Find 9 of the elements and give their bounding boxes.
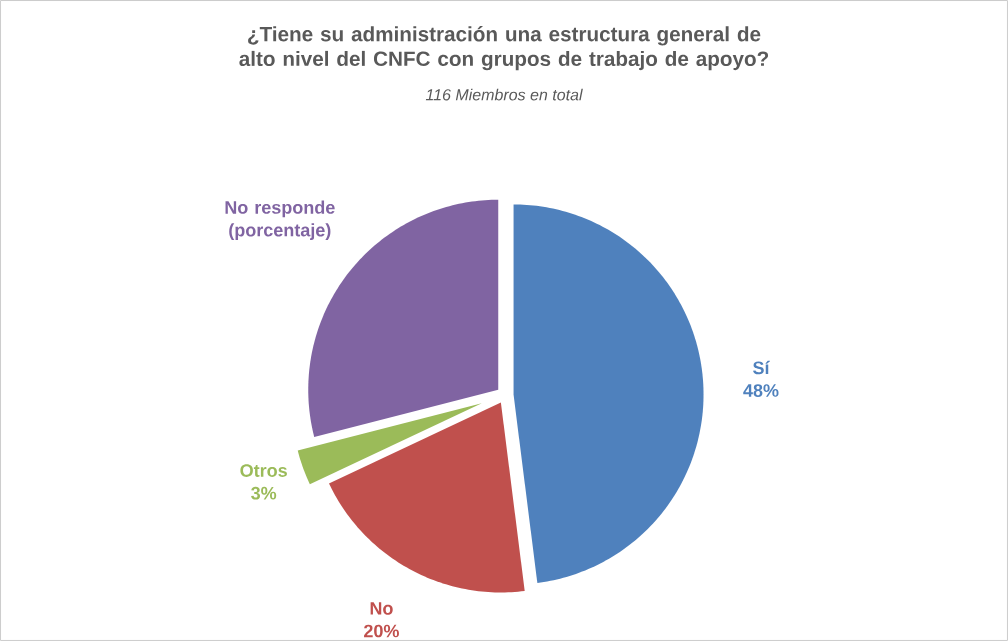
- slice-label: Sí: [753, 360, 770, 375]
- data-label: 20%: [364, 624, 399, 638]
- chart-title: ¿Tiene su administración una estructura general de alto nivel del CNFC con grupos de trabajo de apoyo?: [239, 26, 769, 71]
- chart-subtitle: 116 Miembros en total: [425, 88, 583, 101]
- data-label: 3%: [251, 486, 277, 500]
- slice-label: Otros: [240, 464, 287, 477]
- data-label: 48%: [743, 384, 779, 397]
- slice-label: No: [370, 602, 393, 615]
- slice-label: No responde (porcentaje): [225, 200, 335, 241]
